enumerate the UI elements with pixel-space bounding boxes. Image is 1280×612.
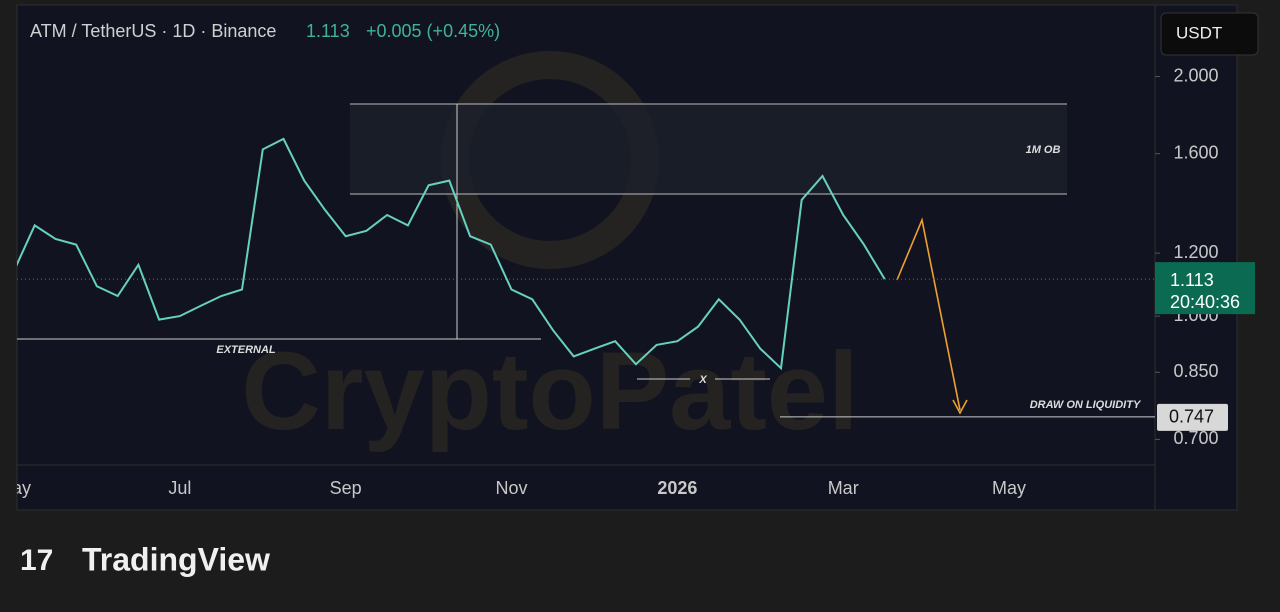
currency[interactable]: USDT bbox=[1176, 23, 1222, 42]
x-tick-label: Jul bbox=[168, 478, 191, 498]
brand: TradingView bbox=[82, 541, 270, 577]
symbol: ATM / TetherUS · 1D · Binance bbox=[30, 21, 276, 41]
currency-button[interactable] bbox=[1160, 12, 1259, 56]
y-tick-label: 0.850 bbox=[1173, 361, 1218, 381]
last-price-tag bbox=[1155, 262, 1255, 315]
countdown: 20:40:36 bbox=[1170, 292, 1240, 312]
x-tick-label: May bbox=[992, 478, 1026, 498]
x-tick-label: Sep bbox=[330, 478, 362, 498]
x-axis: May Jul Sep Nov 2026 Mar May bbox=[0, 478, 1026, 498]
plot-layer bbox=[17, 137, 1155, 418]
watermark: CryptoPatel bbox=[241, 330, 858, 453]
tv-logo-mark: 17 bbox=[20, 544, 53, 577]
y-tick-label: 2.000 bbox=[1173, 65, 1218, 85]
y-tick-label: 1.600 bbox=[1173, 142, 1218, 162]
x-tick-label: Nov bbox=[496, 478, 528, 498]
external-label: EXTERNAL bbox=[216, 344, 276, 356]
projection-arrow bbox=[896, 217, 961, 411]
y-tick-label: 1.200 bbox=[1173, 242, 1218, 262]
liquidity-label: DRAW ON LIQUIDITY bbox=[1030, 399, 1142, 411]
target-tag bbox=[1157, 403, 1228, 431]
x-tick-label: 2026 bbox=[657, 478, 697, 498]
price-line bbox=[17, 137, 886, 371]
x-tick-label: Mar bbox=[828, 478, 859, 498]
change: +0.005 (+0.45%) bbox=[366, 21, 500, 41]
x-label: X bbox=[698, 374, 707, 386]
target-tag-text: 0.747 bbox=[1169, 407, 1214, 427]
last-price-tag-text: 1.113 bbox=[1170, 270, 1214, 290]
y-tick-label: 0.700 bbox=[1173, 428, 1218, 448]
x-tick-label: May bbox=[0, 478, 31, 498]
ob-zone bbox=[350, 104, 1067, 194]
arrow-head bbox=[952, 399, 968, 415]
ob-label: 1M OB bbox=[1026, 144, 1061, 156]
last-price-header: 1.113 bbox=[306, 21, 350, 41]
